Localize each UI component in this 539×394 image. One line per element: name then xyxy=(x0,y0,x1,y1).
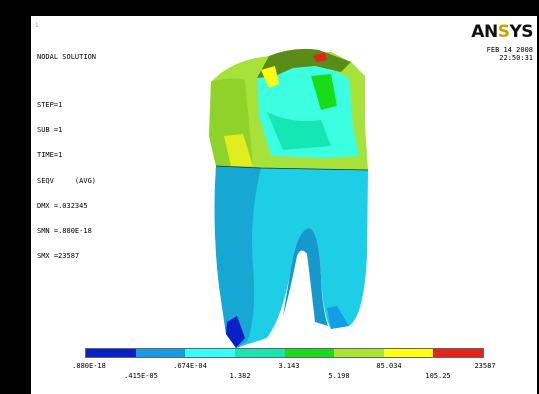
legend-label-2: .674E-04 xyxy=(173,362,207,370)
legend-band-5 xyxy=(284,349,335,357)
legend-band-3 xyxy=(185,349,235,357)
apex-left xyxy=(226,316,245,348)
legend-label-1: .415E-05 xyxy=(124,372,158,380)
info-step: STEP=1 xyxy=(37,100,63,109)
tooth-contour-model[interactable] xyxy=(31,16,537,394)
legend-label-6: 85.034 xyxy=(376,362,402,370)
info-sub: SUB =1 xyxy=(37,126,63,135)
legend-label-max: 23587 xyxy=(474,362,496,370)
contour-legend-bar xyxy=(85,348,484,358)
crown-face-lime xyxy=(311,74,337,110)
info-time: TIME=1 xyxy=(37,151,63,160)
legend-band-7 xyxy=(383,349,434,357)
date-text: FEB 14 2008 xyxy=(486,46,533,54)
info-smx: SMX =23587 xyxy=(37,252,80,261)
time-text: 22:50:31 xyxy=(499,54,533,63)
legend-band-4 xyxy=(234,349,285,357)
crown-band-edge xyxy=(224,134,253,166)
info-dmx: DMX =.032345 xyxy=(37,201,88,210)
cusp-yellow xyxy=(261,66,279,88)
solution-info-panel: NODAL SOLUTION STEP=1 SUB =1 TIME=1 SEQV… xyxy=(37,36,96,277)
info-result: SEQV (AVG) xyxy=(37,176,97,185)
legend-label-min: .880E-18 xyxy=(72,362,106,370)
legend-band-8 xyxy=(433,349,483,357)
root-side xyxy=(214,166,261,348)
legend-label-7: 105.25 xyxy=(425,372,451,380)
legend-label-5: 5.198 xyxy=(328,372,350,380)
legend-band-1 xyxy=(86,349,136,357)
legend-label-3: 1.382 xyxy=(229,372,251,380)
info-title: NODAL SOLUTION xyxy=(37,52,97,61)
cusp-dark xyxy=(257,48,351,78)
root-cleft xyxy=(283,228,328,326)
date-time-block: FEB 14 2008 22:50:31 xyxy=(487,46,533,63)
legend-label-4: 3.143 xyxy=(278,362,300,370)
legend-band-6 xyxy=(334,349,384,357)
info-smn: SMN =.880E-18 xyxy=(37,226,92,235)
ansys-logo: ANSYS xyxy=(471,22,533,42)
cej-line xyxy=(215,165,369,171)
cusp-red xyxy=(313,52,327,62)
graphics-viewport[interactable]: 1 NODAL SOLUTION STEP=1 SUB =1 TIME=1 SE… xyxy=(31,16,537,394)
apex-right xyxy=(327,306,349,329)
legend-band-2 xyxy=(135,349,186,357)
window-number: 1 xyxy=(35,22,39,29)
crown-face-green xyxy=(267,112,331,150)
